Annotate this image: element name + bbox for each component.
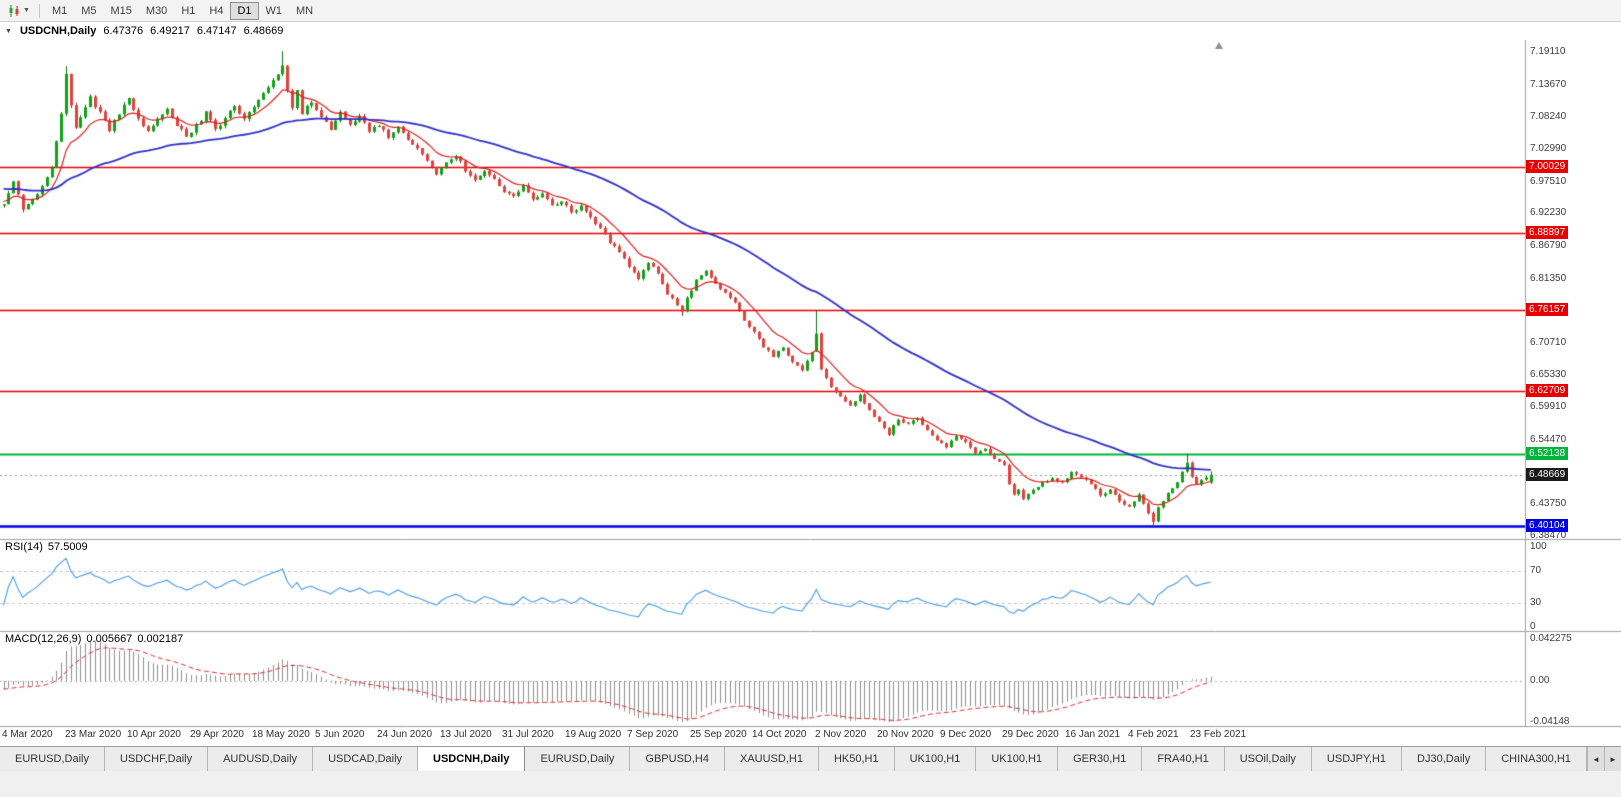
tab-scroll-left-button[interactable]: ◄ [1587,747,1604,771]
chart-tab-audusd-daily[interactable]: AUDUSD,Daily [208,747,314,771]
chart-tab-hk50-h1[interactable]: HK50,H1 [818,747,895,771]
dropdown-caret-icon: ▼ [23,7,30,14]
chart-title: ▼ USDCNH,Daily 6.47376 6.49217 6.47147 6… [5,25,283,37]
chart-tab-bar: EURUSD,Daily USDCHF,Daily AUDUSD,Daily USDC… [0,746,1621,771]
timeframe-button-h4[interactable]: H4 [202,2,230,20]
chart-tab-usdjpy-h1[interactable]: USDJPY,H1 [1311,747,1403,771]
chart-tab-usdchf-daily[interactable]: USDCHF,Daily [104,747,209,771]
chart-tab-usoil-daily[interactable]: USOil,Daily [1224,747,1312,771]
timeframe-button-m5[interactable]: M5 [74,2,103,20]
chart-tab-uk100-h1[interactable]: UK100,H1 [976,747,1059,771]
timeframe-button-m1[interactable]: M1 [45,2,74,20]
chart-symbol-label: USDCNH,Daily [19,25,97,37]
chart-menu-caret-icon: ▼ [5,27,12,35]
chart-tab-uk100-h1[interactable]: UK100,H1 [894,747,977,771]
chart-type-menu-button[interactable]: ▼ [3,2,34,20]
candlestick-chart-icon [9,4,19,17]
timeframe-button-m30[interactable]: M30 [139,2,174,20]
chart-tab-china300-h1[interactable]: CHINA300,H1 [1486,747,1587,771]
timeframe-button-h1[interactable]: H1 [174,2,202,20]
chart-tab-gbpusd-h4[interactable]: GBPUSD,H4 [630,747,725,771]
toolbar-separator [38,3,40,18]
timeframe-toolbar: ▼ M1 M5 M15 M30 H1 H4 D1 W1 MN [0,0,1621,22]
ohlc-close: 6.48669 [243,25,284,37]
timeframe-buttons: M1 M5 M15 M30 H1 H4 D1 W1 MN [45,1,320,20]
chart-tab-ger30-h1[interactable]: GER30,H1 [1058,747,1143,771]
ohlc-open: 6.47376 [103,25,144,37]
timeframe-button-w1[interactable]: W1 [259,2,290,20]
chart-tab-usdcad-daily[interactable]: USDCAD,Daily [313,747,419,771]
timeframe-button-m15[interactable]: M15 [104,2,139,20]
timeframe-button-mn[interactable]: MN [289,2,320,20]
chart-tab-xauusd-h1[interactable]: XAUUSD,H1 [724,747,819,771]
chart-tab-fra40-h1[interactable]: FRA40,H1 [1142,747,1225,771]
chart-tab-eurusd-daily[interactable]: EURUSD,Daily [525,747,631,771]
chart-tab-usdcnh-daily[interactable]: USDCNH,Daily [418,747,526,771]
ohlc-high: 6.49217 [150,25,190,37]
timeframe-button-d1[interactable]: D1 [230,1,259,20]
chart-tab-eurusd-daily[interactable]: EURUSD,Daily [0,747,105,771]
tab-scroll-right-button[interactable]: ► [1604,747,1621,771]
chart-tab-dj30-daily[interactable]: DJ30,Daily [1402,747,1487,771]
ohlc-low: 6.47147 [196,25,237,37]
chart-tabs-list: EURUSD,Daily USDCHF,Daily AUDUSD,Daily USDC… [0,747,1587,771]
